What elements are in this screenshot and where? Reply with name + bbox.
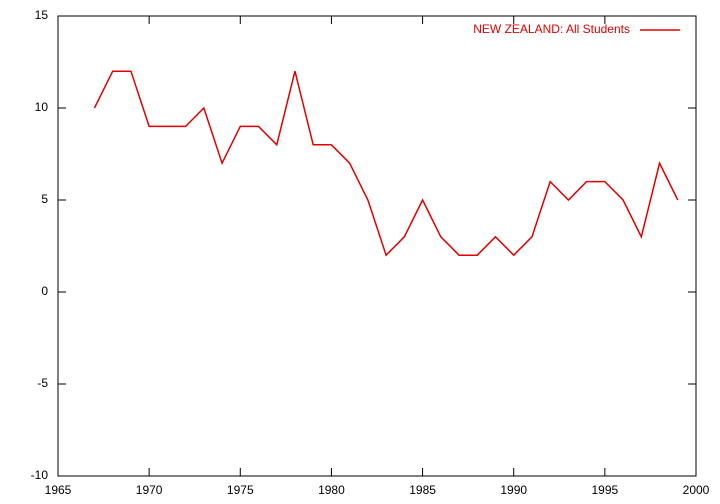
- x-tick-label: 1975: [227, 483, 254, 497]
- x-tick-label: 1995: [592, 483, 619, 497]
- plot-frame: [57, 15, 697, 477]
- x-tick-label: 1985: [409, 483, 436, 497]
- y-tick-label: -5: [37, 376, 48, 390]
- y-tick-label: 15: [35, 8, 49, 22]
- y-tick-label: 10: [35, 100, 49, 114]
- legend-label: NEW ZEALAND: All Students: [473, 22, 630, 36]
- y-tick-label: 0: [41, 284, 48, 298]
- y-tick-label: 5: [41, 192, 48, 206]
- y-tick-label: -10: [31, 468, 49, 482]
- x-tick-label: 1965: [45, 483, 72, 497]
- data-line: [93, 70, 679, 257]
- x-tick-label: 1980: [318, 483, 345, 497]
- x-tick-label: 1990: [500, 483, 527, 497]
- x-tick-label: 1970: [136, 483, 163, 497]
- x-tick-label: 2000: [683, 483, 710, 497]
